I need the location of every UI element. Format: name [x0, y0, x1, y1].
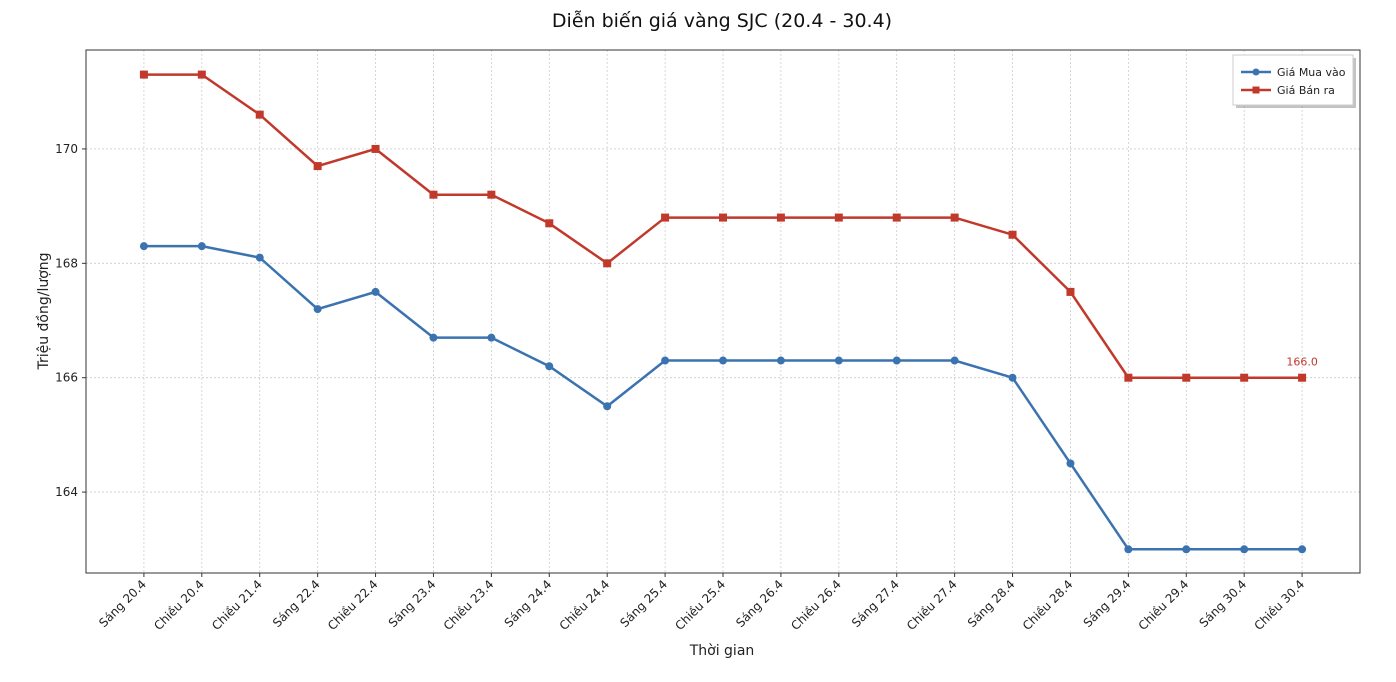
data-point-buy [1240, 545, 1249, 554]
data-point-buy [661, 356, 670, 365]
data-point-sell [545, 219, 554, 228]
legend-marker-buy [1252, 68, 1260, 76]
data-point-buy [834, 356, 843, 365]
x-tick-label: Sáng 30.4 [1196, 577, 1249, 630]
data-point-sell [197, 70, 206, 79]
legend-label-buy: Giá Mua vào [1277, 66, 1346, 79]
x-tick-label: Sáng 27.4 [849, 577, 902, 630]
data-point-sell [1182, 373, 1191, 382]
x-tick-label: Chiều 27.4 [904, 577, 960, 633]
x-tick-label: Chiều 21.4 [209, 577, 265, 633]
data-point-buy [1124, 545, 1133, 554]
legend-label-sell: Giá Bán ra [1277, 84, 1335, 97]
data-point-buy [776, 356, 785, 365]
data-point-buy [1008, 373, 1017, 382]
data-point-buy [1182, 545, 1191, 554]
data-point-buy [545, 362, 554, 371]
y-tick-label: 170 [55, 142, 78, 156]
data-point-buy [950, 356, 959, 365]
data-point-sell [950, 213, 959, 222]
chart-title: Diễn biến giá vàng SJC (20.4 - 30.4) [552, 9, 892, 32]
data-point-sell [371, 144, 380, 153]
data-point-sell [892, 213, 901, 222]
legend: Giá Mua vào Giá Bán ra [1232, 54, 1356, 108]
data-point-sell [834, 213, 843, 222]
data-point-sell [1124, 373, 1133, 382]
y-tick-label: 164 [55, 485, 78, 499]
x-tick-label: Chiều 26.4 [788, 577, 844, 633]
x-tick-label: Chiều 25.4 [672, 577, 728, 633]
data-point-sell [1008, 230, 1017, 239]
data-label: 166.0 [1286, 356, 1318, 369]
x-tick-label: Sáng 29.4 [1081, 577, 1134, 630]
x-tick-label: Sáng 26.4 [733, 577, 786, 630]
x-tick-label: Sáng 20.4 [96, 577, 149, 630]
y-tick-label: 166 [55, 371, 78, 385]
data-point-buy [139, 242, 148, 251]
y-tick-label: 168 [55, 256, 78, 270]
legend-marker-sell [1252, 86, 1260, 94]
data-point-buy [719, 356, 727, 365]
data-point-buy [429, 333, 438, 342]
x-tick-label: Chiều 24.4 [557, 577, 613, 633]
data-point-sell [1298, 373, 1307, 382]
x-tick-label: Chiều 28.4 [1020, 577, 1076, 633]
data-point-sell [1066, 287, 1075, 296]
data-point-buy [313, 305, 322, 314]
y-axis-label: Triệu đồng/lượng [35, 252, 52, 370]
data-point-sell [255, 110, 264, 119]
data-point-sell [1240, 373, 1249, 382]
data-point-buy [487, 333, 496, 342]
x-tick-label: Sáng 22.4 [270, 577, 323, 630]
data-point-sell [661, 213, 670, 222]
data-point-sell [487, 190, 496, 199]
data-point-sell [603, 259, 612, 268]
data-point-buy [371, 287, 380, 296]
x-tick-label: Chiều 20.4 [151, 577, 207, 633]
x-tick-label: Sáng 23.4 [386, 577, 439, 630]
data-point-sell [776, 213, 785, 222]
x-tick-label: Sáng 28.4 [965, 577, 1018, 630]
data-point-buy [197, 242, 206, 251]
x-tick-label: Chiều 22.4 [325, 577, 381, 633]
x-axis-label: Thời gian [689, 643, 755, 659]
data-point-buy [255, 253, 264, 262]
x-tick-label: Sáng 24.4 [502, 577, 555, 630]
data-point-sell [313, 162, 322, 171]
x-tick-label: Chiều 30.4 [1251, 577, 1307, 633]
data-point-sell [719, 213, 727, 222]
data-point-sell [429, 190, 438, 199]
data-point-sell [139, 70, 148, 79]
x-tick-label: Chiều 23.4 [441, 577, 497, 633]
data-point-buy [1066, 459, 1075, 468]
x-tick-label: Chiều 29.4 [1136, 577, 1192, 633]
x-tick-label: Sáng 25.4 [617, 577, 670, 630]
data-point-buy [1298, 545, 1307, 554]
data-point-buy [603, 402, 612, 411]
data-point-buy [892, 356, 901, 365]
